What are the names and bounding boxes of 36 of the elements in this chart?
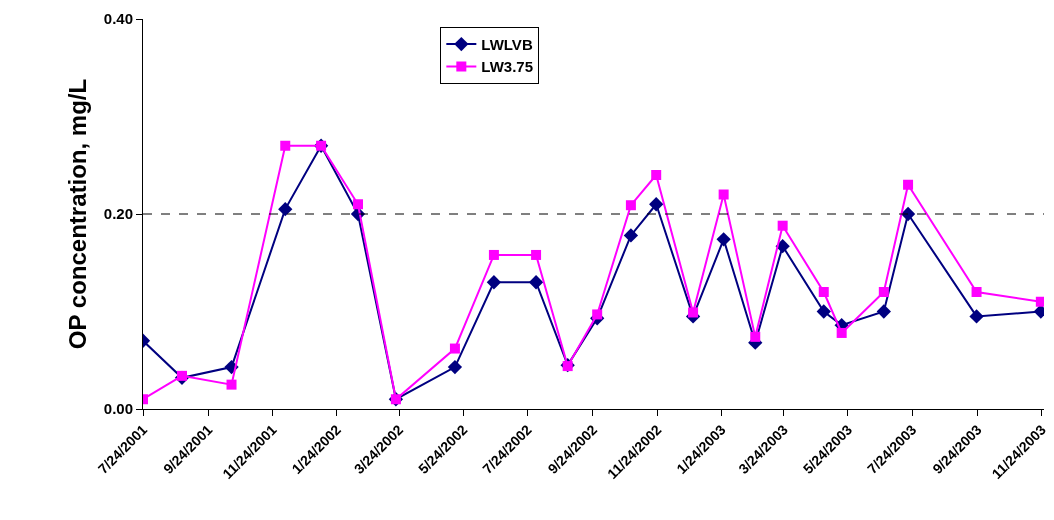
point xyxy=(592,309,603,320)
point xyxy=(531,249,542,260)
point xyxy=(447,359,463,375)
point xyxy=(352,199,363,210)
point xyxy=(449,343,460,354)
point xyxy=(278,201,293,217)
point xyxy=(1035,296,1044,307)
legend-label: LW3.75 xyxy=(481,58,534,76)
point xyxy=(777,220,788,231)
point xyxy=(876,304,891,319)
point xyxy=(836,327,847,338)
point xyxy=(226,379,237,390)
point xyxy=(623,228,639,243)
point xyxy=(718,189,729,200)
point xyxy=(625,200,636,211)
point xyxy=(878,287,889,297)
point xyxy=(816,304,831,319)
point xyxy=(750,331,761,342)
y-tick-label: 0.20 xyxy=(103,205,133,223)
y-tick-label: 0.00 xyxy=(103,400,133,418)
point xyxy=(280,140,291,151)
point xyxy=(818,287,829,297)
point xyxy=(651,170,662,180)
point xyxy=(649,197,664,212)
point xyxy=(688,307,699,318)
point xyxy=(176,370,187,381)
point xyxy=(903,179,914,190)
point xyxy=(716,232,731,247)
y-tick-label: 0.40 xyxy=(103,10,133,28)
point xyxy=(528,275,544,290)
point xyxy=(971,287,982,297)
point xyxy=(969,309,984,324)
point xyxy=(488,249,499,260)
y-axis-title: OP concentration, mg/L xyxy=(63,78,91,350)
legend-label: LWLVB xyxy=(481,35,533,53)
point xyxy=(486,275,502,290)
